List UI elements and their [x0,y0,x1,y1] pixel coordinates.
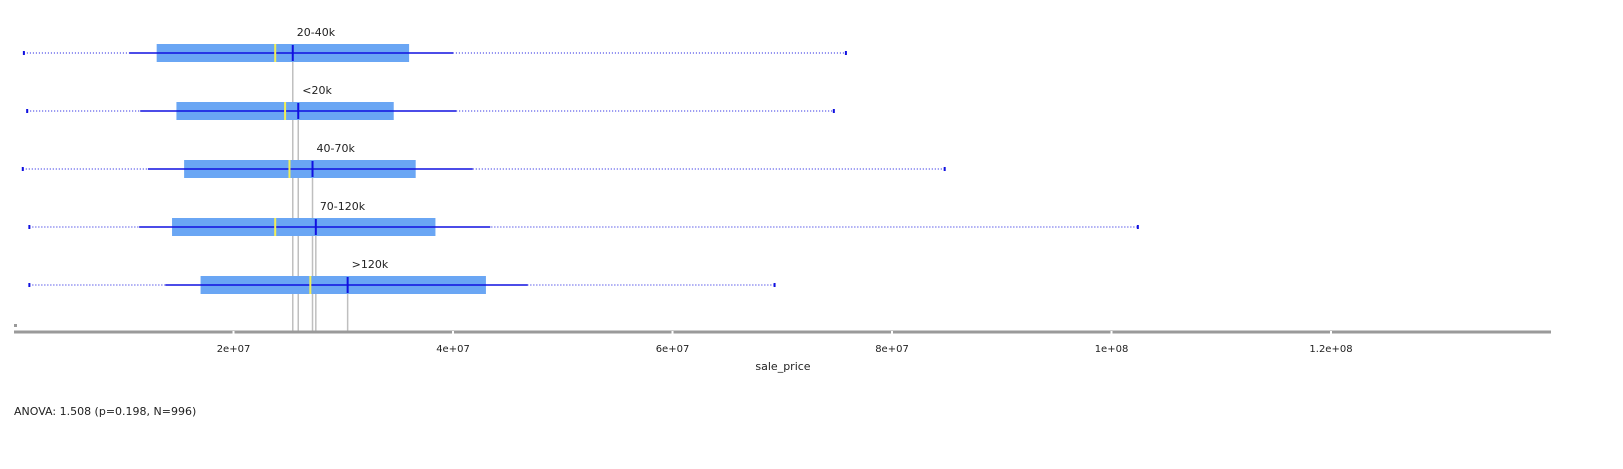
group-label: <20k [302,84,332,97]
x-axis-label: sale_price [755,360,810,373]
group-3: 70-120k [28,200,1139,236]
group-2: 40-70k [21,142,946,178]
group-0: 20-40k [22,26,847,62]
tick-label: 8e+07 [875,344,909,355]
group-label: 40-70k [317,142,356,155]
group-1: <20k [26,84,835,120]
anova-statistic: ANOVA: 1.508 (p=0.198, N=996) [14,405,197,418]
x-axis: 2e+07 4e+07 6e+07 8e+07 1e+08 1.2e+08 [14,324,1551,355]
axis-origin-marker [14,324,17,327]
group-label: >120k [352,258,389,271]
tick-label: 1e+08 [1095,344,1129,355]
box-groups: 20-40k <20k 40-70k 70-120k >120k [21,26,1139,294]
group-label: 70-120k [320,200,366,213]
tick-label: 6e+07 [656,344,690,355]
tick-label: 2e+07 [217,344,251,355]
tick-label: 1.2e+08 [1309,344,1352,355]
group-4: >120k [28,258,776,294]
group-label: 20-40k [297,26,336,39]
tick-label: 4e+07 [436,344,470,355]
